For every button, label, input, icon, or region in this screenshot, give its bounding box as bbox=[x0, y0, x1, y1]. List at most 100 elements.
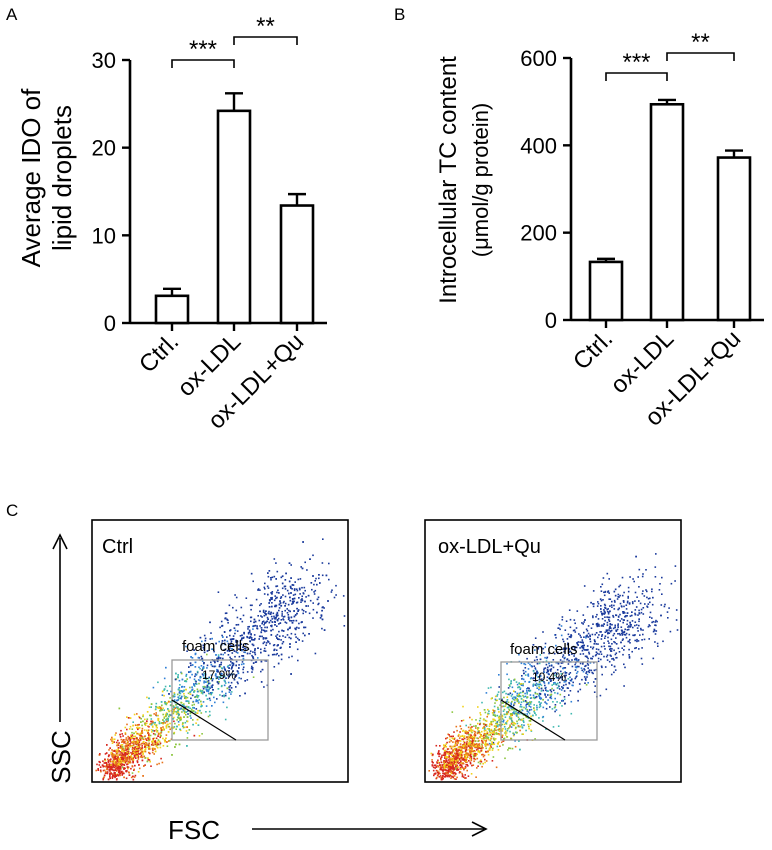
event-dot bbox=[474, 750, 476, 753]
event-dot bbox=[136, 747, 138, 750]
panel-a-label: A bbox=[6, 5, 18, 24]
event-dot bbox=[236, 652, 239, 654]
event-dot bbox=[437, 752, 439, 755]
event-dot bbox=[137, 746, 139, 748]
event-dot bbox=[608, 618, 610, 621]
event-dot bbox=[206, 653, 208, 656]
event-dot bbox=[165, 712, 168, 714]
event-dot bbox=[487, 750, 489, 753]
event-dot bbox=[271, 624, 273, 627]
event-dot bbox=[254, 649, 256, 652]
event-dot bbox=[163, 720, 165, 723]
event-dot bbox=[209, 638, 212, 640]
event-dot bbox=[603, 645, 606, 648]
event-dot bbox=[335, 594, 337, 596]
event-dot bbox=[128, 756, 131, 758]
event-dot bbox=[522, 690, 524, 692]
event-dot bbox=[117, 743, 119, 745]
event-dot bbox=[106, 766, 109, 768]
event-dot bbox=[118, 762, 120, 765]
event-dot bbox=[571, 647, 573, 649]
event-dot bbox=[150, 718, 153, 720]
event-dot bbox=[105, 771, 107, 773]
event-dot bbox=[629, 642, 631, 644]
event-dot bbox=[119, 746, 122, 749]
event-dot bbox=[126, 748, 129, 750]
event-dot bbox=[136, 755, 139, 757]
event-dot bbox=[469, 754, 472, 756]
event-dot bbox=[565, 620, 568, 622]
event-dot bbox=[623, 685, 625, 687]
event-dot bbox=[149, 760, 151, 763]
event-dot bbox=[592, 603, 594, 605]
event-dot bbox=[623, 630, 626, 633]
event-dot bbox=[162, 722, 164, 725]
event-dot bbox=[485, 692, 488, 694]
event-dot bbox=[188, 702, 190, 704]
event-dot bbox=[491, 760, 494, 762]
event-dot bbox=[163, 694, 165, 697]
event-dot bbox=[113, 758, 116, 760]
event-dot bbox=[168, 701, 170, 703]
event-dot bbox=[230, 658, 232, 660]
event-dot bbox=[544, 642, 547, 645]
event-dot bbox=[592, 646, 595, 649]
event-dot bbox=[178, 713, 180, 716]
event-dot bbox=[280, 605, 282, 607]
event-dot bbox=[118, 763, 121, 766]
event-dot bbox=[473, 730, 476, 733]
event-dot bbox=[273, 648, 276, 651]
event-dot bbox=[504, 716, 507, 718]
event-dot bbox=[263, 686, 265, 688]
event-dot bbox=[470, 740, 473, 743]
event-dot bbox=[490, 735, 493, 738]
event-dot bbox=[597, 636, 599, 639]
event-dot bbox=[492, 741, 495, 744]
event-dot bbox=[465, 777, 467, 779]
event-dot bbox=[121, 760, 124, 762]
event-dot bbox=[588, 651, 590, 654]
event-dot bbox=[164, 722, 167, 724]
event-dot bbox=[545, 657, 548, 660]
event-dot bbox=[206, 681, 209, 683]
event-dot bbox=[505, 732, 508, 734]
event-dot bbox=[111, 766, 114, 769]
event-dot bbox=[147, 744, 150, 747]
event-dot bbox=[107, 778, 110, 781]
event-dot bbox=[524, 713, 526, 715]
event-dot bbox=[431, 761, 433, 763]
event-dot bbox=[613, 632, 616, 635]
event-dot bbox=[298, 587, 301, 590]
event-dot bbox=[166, 689, 169, 692]
event-dot bbox=[135, 750, 138, 753]
event-dot bbox=[459, 746, 461, 749]
event-dot bbox=[443, 776, 446, 778]
event-dot bbox=[252, 639, 254, 641]
event-dot bbox=[533, 710, 535, 713]
event-dot bbox=[119, 754, 122, 756]
event-dot bbox=[185, 688, 187, 691]
event-dot bbox=[536, 658, 538, 661]
event-dot bbox=[561, 616, 564, 618]
event-dot bbox=[517, 716, 520, 719]
event-dot bbox=[634, 609, 637, 611]
significance-label: ** bbox=[691, 29, 710, 56]
event-dot bbox=[119, 774, 121, 777]
event-dot bbox=[173, 732, 175, 735]
event-dot bbox=[143, 743, 145, 745]
event-dot bbox=[197, 656, 200, 659]
event-dot bbox=[631, 650, 633, 653]
event-dot bbox=[189, 715, 192, 717]
event-dot bbox=[592, 616, 594, 619]
event-dot bbox=[273, 575, 276, 578]
event-dot bbox=[442, 748, 444, 750]
event-dot bbox=[223, 679, 226, 682]
event-dot bbox=[515, 731, 517, 733]
event-dot bbox=[284, 636, 287, 638]
event-dot bbox=[141, 748, 143, 751]
event-dot bbox=[516, 722, 519, 725]
event-dot bbox=[536, 662, 539, 665]
event-dot bbox=[439, 772, 441, 775]
event-dot bbox=[141, 724, 143, 727]
event-dot bbox=[148, 745, 151, 748]
